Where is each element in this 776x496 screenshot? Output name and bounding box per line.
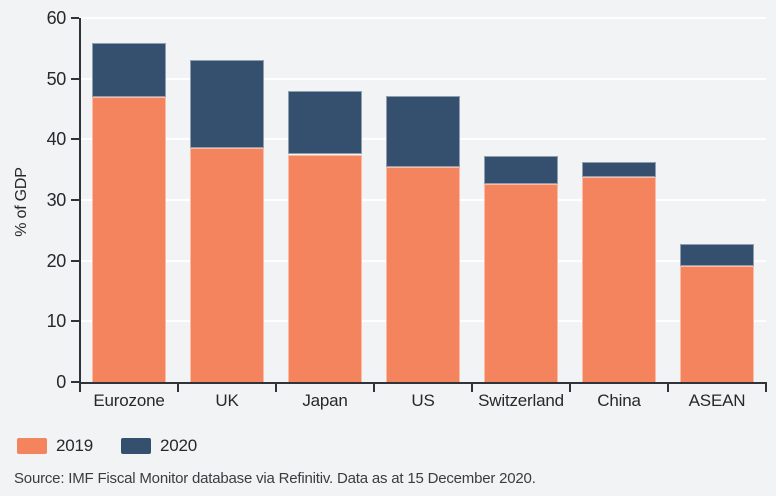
bar-segment-2019-asean	[680, 265, 754, 382]
y-tick-label-50: 50	[46, 68, 67, 89]
x-axis-label-asean: ASEAN	[688, 391, 746, 410]
bar-segment-2019-china	[582, 176, 656, 382]
bar-segment-2019-switzerland	[484, 184, 558, 382]
gridline-60	[80, 17, 766, 19]
x-axis-label-japan: Japan	[302, 391, 348, 410]
y-tick-50	[71, 77, 79, 80]
y-tick-label-40: 40	[46, 129, 67, 150]
x-axis-label-eurozone: Eurozone	[93, 391, 165, 410]
x-axis-label-us: US	[411, 391, 435, 410]
x-axis-label-china: China	[597, 391, 641, 410]
x-tick-6	[667, 384, 669, 392]
bar-segment-2020-eurozone	[92, 43, 166, 97]
x-tick-5	[569, 384, 571, 392]
y-tick-label-60: 60	[46, 8, 67, 28]
bar-segment-2019-uk	[190, 148, 264, 382]
legend-item-2019: 2019	[17, 436, 93, 456]
gridline-50	[80, 77, 766, 80]
x-tick-4	[471, 384, 473, 392]
bar-segment-2019-us	[386, 166, 460, 382]
bar-segment-2020-china	[582, 162, 656, 177]
bar-segment-2020-uk	[190, 59, 264, 149]
bar-segment-2020-japan	[288, 90, 362, 155]
x-tick-3	[373, 384, 375, 392]
x-tick-0	[79, 384, 81, 392]
y-axis-line	[79, 18, 81, 384]
y-tick-label-30: 30	[46, 190, 67, 210]
bar-segment-2020-switzerland	[484, 155, 558, 185]
legend-swatch-2019	[17, 438, 47, 454]
y-tick-30	[71, 199, 79, 201]
x-tick-2	[275, 384, 277, 392]
x-axis-label-switzerland: Switzerland	[478, 391, 564, 410]
y-tick-label-10: 10	[46, 311, 67, 332]
y-tick-label-20: 20	[46, 250, 67, 271]
y-axis-title: % of GDP	[13, 167, 30, 237]
legend-item-2020: 2020	[121, 436, 197, 456]
bar-segment-2020-asean	[680, 243, 754, 266]
bar-segment-2019-eurozone	[92, 96, 166, 382]
y-tick-20	[71, 259, 79, 262]
source-text: Source: IMF Fiscal Monitor database via …	[14, 470, 536, 487]
bar-segment-2019-japan	[288, 154, 362, 382]
y-tick-10	[71, 320, 79, 323]
legend-label-2020: 2020	[160, 436, 198, 455]
y-tick-0	[71, 381, 79, 383]
y-tick-60	[71, 17, 79, 19]
legend: 2019 2020	[17, 436, 197, 456]
y-tick-40	[71, 138, 79, 141]
x-tick-7	[765, 384, 767, 392]
x-tick-1	[177, 384, 179, 392]
x-axis-label-uk: UK	[215, 391, 239, 410]
y-tick-label-0: 0	[56, 372, 66, 392]
bar-segment-2020-us	[386, 95, 460, 167]
legend-label-2019: 2019	[56, 436, 94, 455]
legend-swatch-2020	[121, 438, 152, 454]
x-axis-line	[79, 382, 767, 384]
